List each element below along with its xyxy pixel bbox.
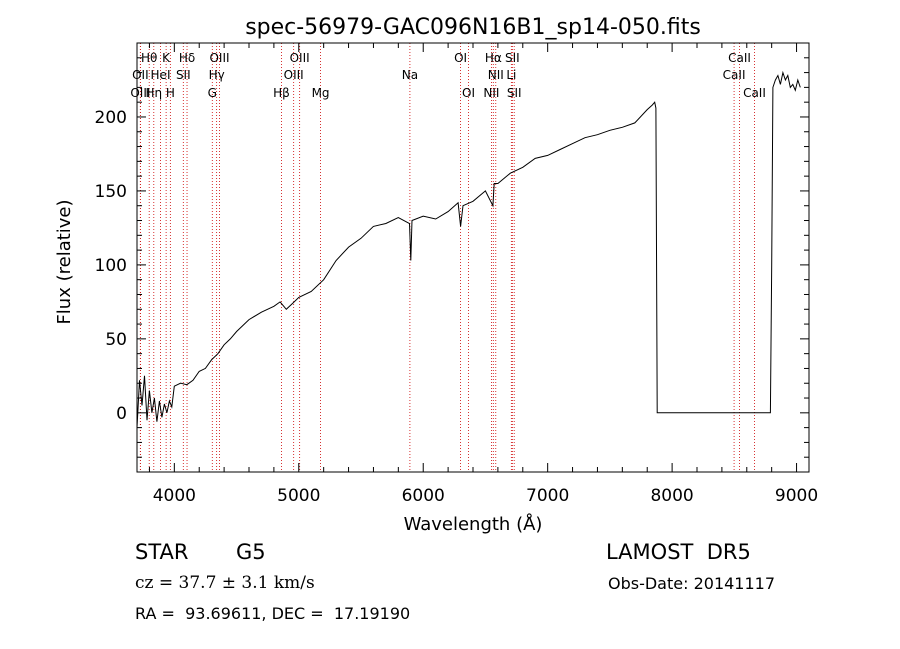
line-label-27: CaII xyxy=(743,86,766,100)
line-label-14: Na xyxy=(402,68,418,82)
emission-line-markers xyxy=(139,43,755,472)
line-label-8: CaII xyxy=(728,51,751,65)
line-label-2: Hδ xyxy=(179,51,195,65)
survey-label: LAMOST DR5 xyxy=(606,540,751,564)
line-label-4: OIII xyxy=(290,51,310,65)
y-tick-label-150: 150 xyxy=(95,182,127,202)
line-label-5: OI xyxy=(454,51,467,65)
redshift-text: cz = 37.7 ± 3.1 km/s xyxy=(135,573,315,593)
line-label-3: OIII xyxy=(209,51,229,65)
object-class: STAR xyxy=(135,540,189,564)
line-label-13: OIII xyxy=(284,68,304,82)
y-axis-label: Flux (relative) xyxy=(54,199,75,324)
line-label-9: OII xyxy=(132,68,149,82)
y-axis-ticks: 0 50 100 150 200 xyxy=(95,42,809,473)
line-label-22: Hβ xyxy=(273,86,290,100)
line-label-16: Li xyxy=(506,68,516,82)
line-label-19: Hη xyxy=(145,86,162,100)
x-axis-label: Wavelength (Å) xyxy=(404,513,543,535)
line-label-12: Hγ xyxy=(209,68,225,82)
y-tick-label-200: 200 xyxy=(95,108,127,128)
line-label-21: G xyxy=(208,86,217,100)
line-label-6: Hα xyxy=(485,51,502,65)
x-tick-label-9000: 9000 xyxy=(775,486,818,506)
plot-frame xyxy=(136,42,810,473)
y-tick-label-50: 50 xyxy=(105,330,127,350)
chart-title: spec-56979-GAC096N16B1_sp14-050.fits xyxy=(245,15,701,40)
x-tick-label-5000: 5000 xyxy=(277,486,320,506)
line-label-11: SII xyxy=(176,68,191,82)
line-label-10: HeI xyxy=(151,68,171,82)
x-tick-label-7000: 7000 xyxy=(526,486,569,506)
line-label-15: NII xyxy=(488,68,504,82)
line-label-17: CaII xyxy=(723,68,746,82)
x-axis-ticks: 4000 5000 6000 7000 8000 9000 xyxy=(148,43,818,506)
obs-date: Obs-Date: 20141117 xyxy=(608,574,776,593)
line-label-26: SII xyxy=(507,86,522,100)
line-label-7: SII xyxy=(505,51,520,65)
subclass: G5 xyxy=(236,540,266,564)
y-tick-label-100: 100 xyxy=(95,256,127,276)
x-tick-label-4000: 4000 xyxy=(153,486,196,506)
line-label-18: OIII xyxy=(130,86,150,100)
spectrum-line xyxy=(136,70,801,428)
coordinates: RA = 93.69611, DEC = 17.19190 xyxy=(135,604,411,623)
line-label-25: NII xyxy=(483,86,499,100)
x-tick-label-8000: 8000 xyxy=(650,486,693,506)
line-label-1: K xyxy=(162,51,171,65)
line-label-0: Hθ xyxy=(141,51,157,65)
y-tick-label-0: 0 xyxy=(116,404,127,424)
line-label-20: H xyxy=(166,86,175,100)
line-label-24: OI xyxy=(462,86,475,100)
line-label-23: Mg xyxy=(312,86,330,100)
x-tick-label-6000: 6000 xyxy=(402,486,445,506)
